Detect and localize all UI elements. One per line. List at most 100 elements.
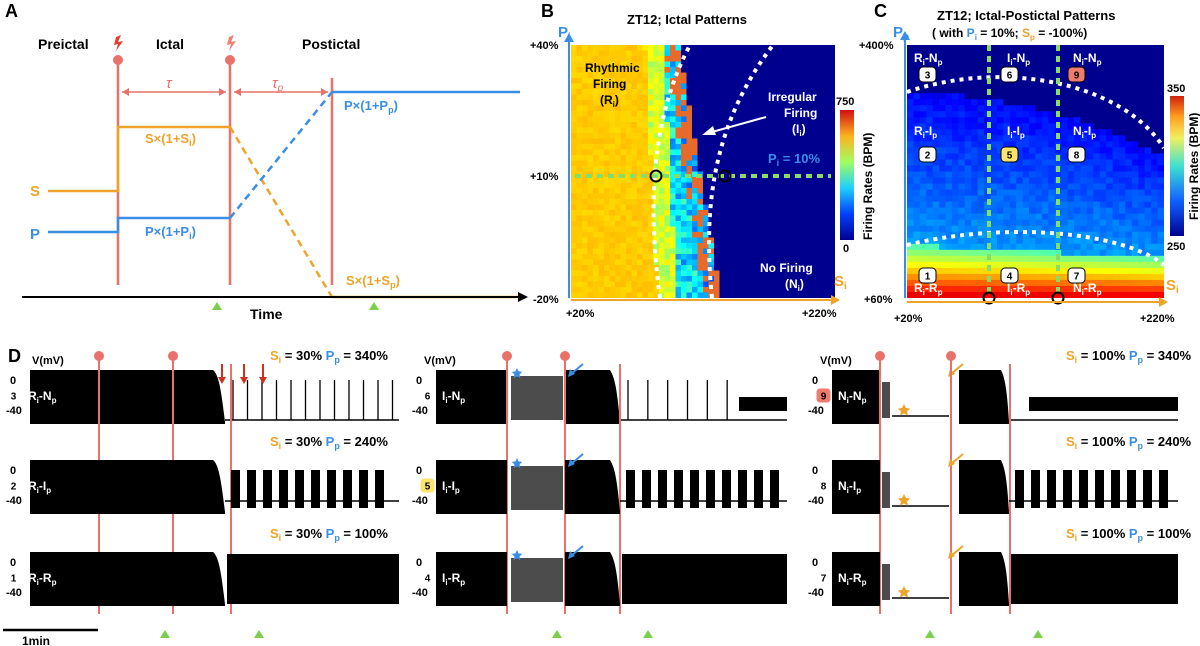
heatmap-cell: [631, 94, 638, 101]
heatmap-cell: [1093, 243, 1101, 251]
heatmap-cell: [813, 259, 820, 266]
colorbar-max: 750: [836, 96, 854, 108]
heatmap-cell: [675, 215, 682, 222]
heatmap-cell: [1112, 213, 1120, 221]
heatmap-cell: [736, 221, 743, 228]
heatmap-cell: [758, 248, 765, 255]
heatmap-cell: [730, 248, 737, 255]
heatmap-cell: [1119, 291, 1127, 298]
heatmap-cell: [1009, 291, 1017, 298]
heatmap-cell: [1048, 147, 1056, 155]
colorbar-label-b: Firing Rates (BPM): [861, 133, 875, 240]
heatmap-cell: [1106, 153, 1114, 161]
heatmap-cell: [582, 45, 589, 52]
heatmap-cell: [582, 276, 589, 283]
y-tick: -40: [808, 405, 824, 417]
heatmap-cell: [631, 56, 638, 63]
heatmap-cell: [615, 292, 622, 298]
heatmap-cell: [648, 56, 655, 63]
heatmap-cell: [958, 105, 966, 112]
heatmap-cell: [571, 149, 578, 156]
heatmap-cell: [774, 94, 781, 101]
heatmap-cell: [1112, 69, 1120, 76]
colorbar-min: 0: [843, 243, 849, 255]
heatmap-cell: [1099, 189, 1107, 197]
heatmap-cell: [1119, 153, 1127, 161]
heatmap-cell: [1016, 81, 1024, 88]
heatmap-cell: [615, 199, 622, 206]
heatmap-cell: [571, 215, 578, 222]
heatmap-cell: [1099, 255, 1107, 263]
heatmap-cell: [932, 225, 940, 233]
heatmap-cell: [1048, 159, 1056, 167]
heatmap-cell: [1016, 231, 1024, 239]
heatmap-cell: [626, 45, 633, 52]
heatmap-cell: [951, 75, 959, 82]
heatmap-cell: [653, 56, 660, 63]
heatmap-cell: [796, 105, 803, 112]
heatmap-cell: [907, 63, 915, 70]
heatmap-cell: [1061, 261, 1069, 269]
heatmap-cell: [913, 93, 921, 100]
heatmap-cell: [1048, 45, 1056, 52]
heatmap-cell: [763, 292, 770, 298]
trace-segment: [832, 460, 880, 514]
heatmap-cell: [1061, 117, 1069, 124]
heatmap-cell: [818, 155, 825, 162]
heatmap-cell: [752, 287, 759, 294]
heatmap-cell: [714, 61, 721, 68]
heatmap-cell: [958, 129, 966, 136]
heatmap-cell: [631, 50, 638, 57]
heatmap-cell: [620, 287, 627, 294]
heatmap-cell: [1131, 255, 1139, 263]
heatmap-cell: [725, 171, 732, 178]
heatmap-cell: [686, 138, 693, 145]
heatmap-cell: [1054, 129, 1062, 136]
heatmap-cell: [951, 165, 959, 173]
heatmap-cell: [1093, 129, 1101, 136]
heatmap-cell: [664, 292, 671, 298]
heatmap-cell: [1035, 285, 1043, 293]
pattern-label: Ri-Ip: [914, 124, 937, 140]
heatmap-cell: [977, 81, 985, 88]
heatmap-cell: [1035, 219, 1043, 227]
heatmap-cell: [653, 226, 660, 233]
heatmap-cell: [824, 215, 831, 222]
heatmap-cell: [708, 149, 715, 156]
heatmap-cell: [758, 259, 765, 266]
heatmap-cell: [769, 292, 776, 298]
heatmap-cell: [818, 138, 825, 145]
heatmap-cell: [813, 116, 820, 123]
heatmap-cell: [626, 72, 633, 79]
heatmap-cell: [829, 287, 835, 294]
heatmap-cell: [907, 225, 915, 233]
heatmap-cell: [1138, 135, 1146, 142]
heatmap-cell: [675, 144, 682, 151]
heatmap-cell: [1144, 111, 1152, 118]
heatmap-cell: [703, 193, 710, 200]
heatmap-cell: [708, 111, 715, 118]
heatmap-cell: [692, 122, 699, 129]
heatmap-cell: [708, 215, 715, 222]
heatmap-cell: [736, 292, 743, 298]
heatmap-cell: [971, 255, 979, 263]
heatmap-cell: [951, 213, 959, 221]
heatmap-cell: [1086, 231, 1094, 239]
heatmap-cell: [604, 127, 611, 134]
heatmap-cell: [631, 45, 638, 52]
heatmap-cell: [719, 254, 726, 261]
heatmap-cell: [971, 291, 979, 298]
heatmap-cell: [774, 127, 781, 134]
heatmap-cell: [664, 259, 671, 266]
heatmap-cell: [1054, 183, 1062, 191]
heatmap-cell: [1093, 45, 1101, 52]
y-axis-arrow: [900, 31, 910, 40]
heatmap-cell: [769, 281, 776, 288]
heatmap-cell: [675, 287, 682, 294]
heatmap-cell: [1029, 195, 1037, 203]
heatmap-cell: [1093, 147, 1101, 155]
heatmap-cell: [774, 276, 781, 283]
heatmap-cell: [675, 226, 682, 233]
heatmap-cell: [964, 87, 972, 94]
